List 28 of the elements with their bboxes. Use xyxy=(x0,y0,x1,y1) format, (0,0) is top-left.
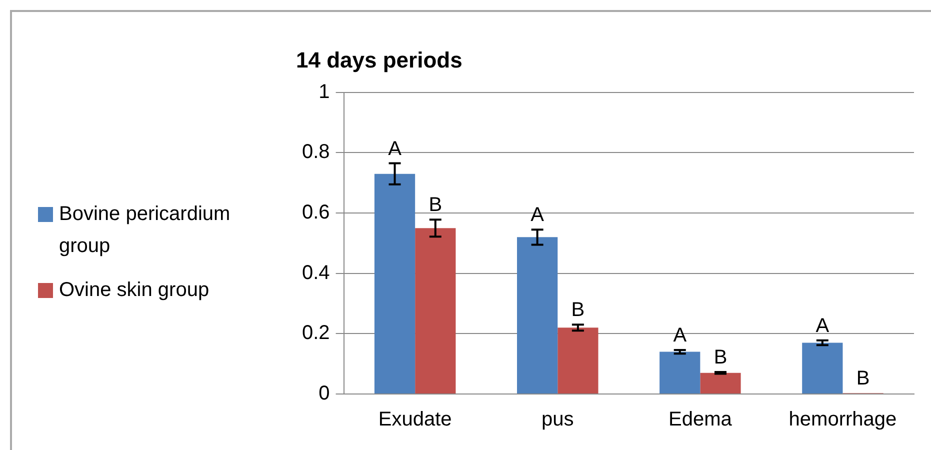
legend-label: Bovine pericardium group xyxy=(59,202,232,259)
bar xyxy=(660,352,700,394)
y-tick-label: 0 xyxy=(318,382,330,405)
bar xyxy=(415,228,456,394)
bar xyxy=(802,342,843,394)
x-tick-label: Edema xyxy=(668,408,733,431)
data-label: A xyxy=(530,204,545,226)
y-tick-label: 0.6 xyxy=(302,202,330,224)
x-tick-label: hemorrhage xyxy=(788,408,897,431)
bar xyxy=(700,372,741,394)
data-label: B xyxy=(428,194,442,216)
bar xyxy=(517,237,558,394)
y-tick-label: 1 xyxy=(318,80,330,103)
y-tick-label: 0.2 xyxy=(302,322,330,344)
data-label: B xyxy=(714,346,728,368)
y-tick-label: 0.8 xyxy=(302,141,330,164)
data-label: A xyxy=(816,314,830,337)
data-label: A xyxy=(388,138,402,160)
data-label: B xyxy=(571,299,585,322)
x-tick-label: pus xyxy=(542,408,574,431)
data-label: A xyxy=(673,324,688,346)
bar xyxy=(558,328,598,394)
chart-title: 14 days periods xyxy=(296,47,462,72)
legend-label: Ovine skin group xyxy=(59,278,210,303)
y-tick-label: 0.4 xyxy=(302,262,330,284)
data-label: B xyxy=(856,368,870,390)
x-tick-label: Exudate xyxy=(378,408,452,431)
bar xyxy=(374,174,416,394)
